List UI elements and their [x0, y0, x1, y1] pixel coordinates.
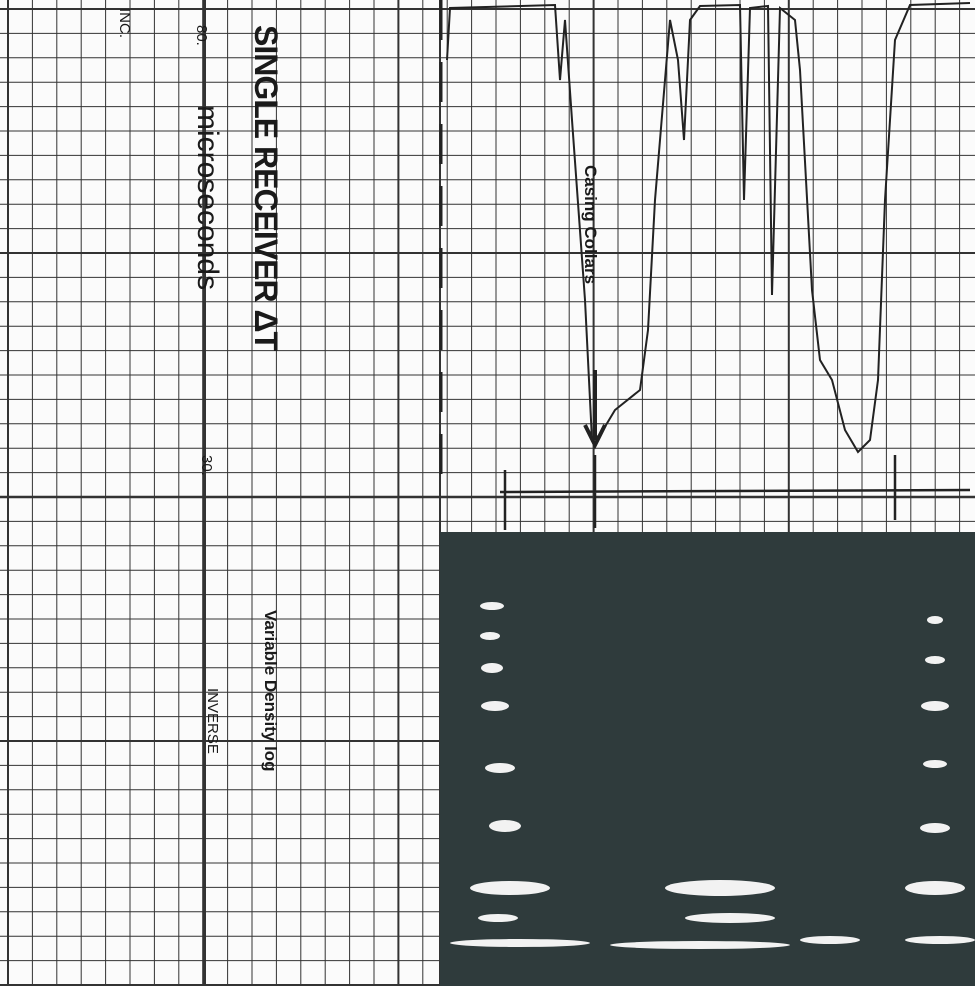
vdl-background	[440, 532, 975, 986]
delta-t-curve	[446, 2, 971, 454]
company: INC.	[116, 8, 133, 38]
panel-title: Variable Density log	[261, 610, 280, 772]
vdl-panel	[440, 532, 975, 986]
annotation-label: Casing Collars	[581, 165, 600, 284]
scale-unit: microseconds	[191, 105, 224, 290]
title: SINGLE RECEIVER ΔT	[248, 25, 284, 352]
scale-left: 80.	[193, 25, 210, 46]
labels: SINGLE RECEIVER ΔT 80. microseconds 30. …	[116, 8, 600, 772]
panel-mode: INVERSE	[204, 688, 221, 754]
scale-right: 30.	[198, 455, 215, 476]
collar-arrow	[583, 370, 607, 450]
log-curves	[439, 0, 971, 530]
vdl-arrivals	[450, 602, 975, 949]
baseline	[499, 455, 971, 530]
